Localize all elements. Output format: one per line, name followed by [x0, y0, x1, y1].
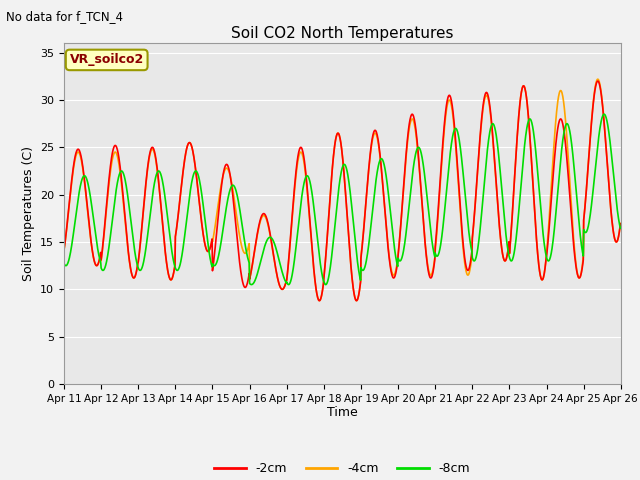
- -4cm: [60, 247, 68, 253]
- Y-axis label: Soil Temperatures (C): Soil Temperatures (C): [22, 146, 35, 281]
- -4cm: [502, 258, 509, 264]
- -8cm: [616, 226, 624, 231]
- -8cm: [184, 207, 191, 213]
- -4cm: [170, 267, 178, 273]
- -8cm: [60, 261, 68, 266]
- -2cm: [60, 247, 68, 253]
- -4cm: [594, 76, 602, 82]
- -4cm: [246, 275, 254, 280]
- -8cm: [551, 223, 559, 228]
- -2cm: [170, 267, 178, 273]
- -8cm: [248, 282, 255, 288]
- -2cm: [551, 154, 559, 159]
- -8cm: [600, 111, 608, 117]
- Title: Soil CO2 North Temperatures: Soil CO2 North Temperatures: [231, 25, 454, 41]
- -2cm: [184, 142, 191, 148]
- -4cm: [551, 132, 559, 138]
- -8cm: [246, 281, 254, 287]
- -4cm: [184, 142, 191, 148]
- Legend: -2cm, -4cm, -8cm: -2cm, -4cm, -8cm: [209, 457, 476, 480]
- -4cm: [429, 267, 436, 273]
- -4cm: [316, 298, 323, 303]
- -2cm: [429, 270, 436, 276]
- Text: VR_soilco2: VR_soilco2: [70, 53, 144, 66]
- -2cm: [594, 78, 602, 84]
- -4cm: [616, 221, 624, 227]
- X-axis label: Time: Time: [327, 407, 358, 420]
- Line: -8cm: -8cm: [64, 114, 620, 285]
- -8cm: [502, 228, 509, 234]
- Line: -2cm: -2cm: [64, 81, 620, 300]
- Line: -4cm: -4cm: [64, 79, 620, 300]
- -2cm: [616, 221, 624, 227]
- -2cm: [246, 275, 254, 280]
- Text: No data for f_TCN_4: No data for f_TCN_4: [6, 10, 124, 23]
- -8cm: [170, 261, 178, 267]
- -2cm: [502, 258, 509, 264]
- -2cm: [316, 298, 323, 303]
- -8cm: [429, 244, 436, 250]
